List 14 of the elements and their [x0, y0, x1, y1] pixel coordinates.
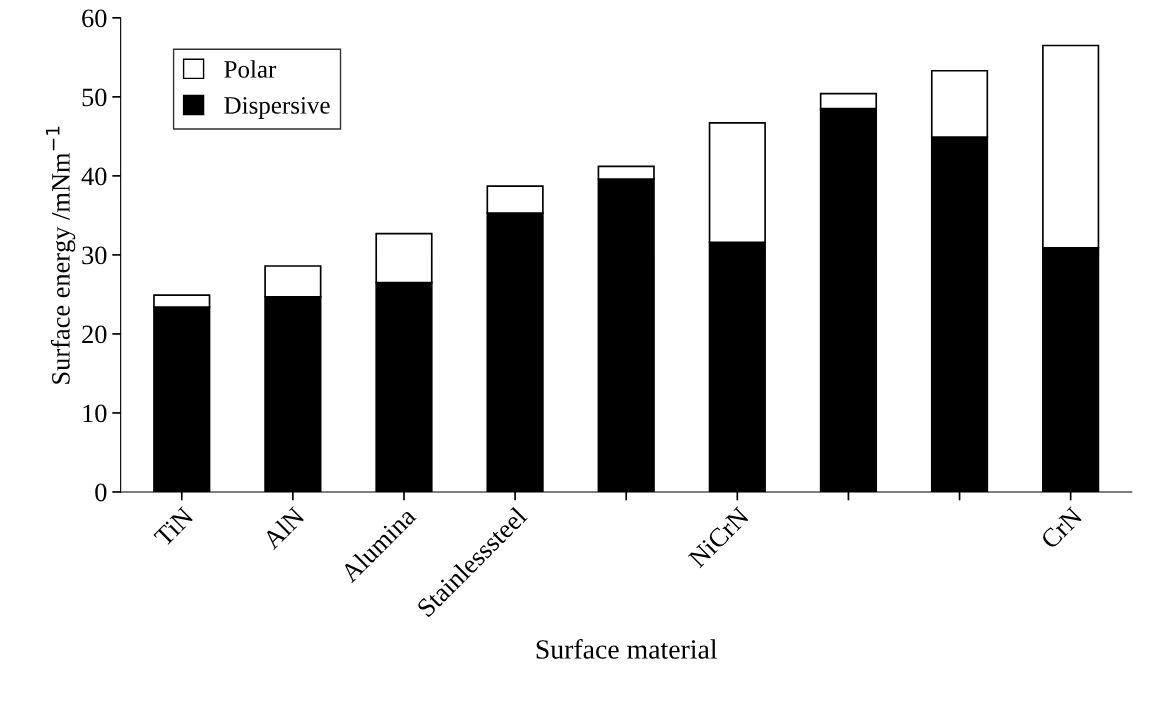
- legend-label: Dispersive: [224, 97, 330, 119]
- x-tick-label: CrN: [1039, 506, 1084, 550]
- x-axis-title: Surface material: [536, 639, 718, 659]
- y-tick-label: 30: [82, 246, 107, 265]
- y-tick-label: 40: [81, 167, 107, 186]
- y-axis-title: Surface energy /mNm$^{−1}$: [45, 126, 76, 384]
- y-tick-label: 50: [82, 88, 107, 107]
- y-tick-label: 0: [95, 483, 107, 502]
- x-tick-label: AlN: [260, 505, 306, 551]
- y-tick-label: 60: [82, 9, 107, 28]
- x-tick-label: TiN: [153, 506, 195, 548]
- y-tick-label: 10: [83, 404, 107, 423]
- legend-label: Polar: [224, 60, 277, 78]
- y-tick-label: 20: [82, 325, 107, 344]
